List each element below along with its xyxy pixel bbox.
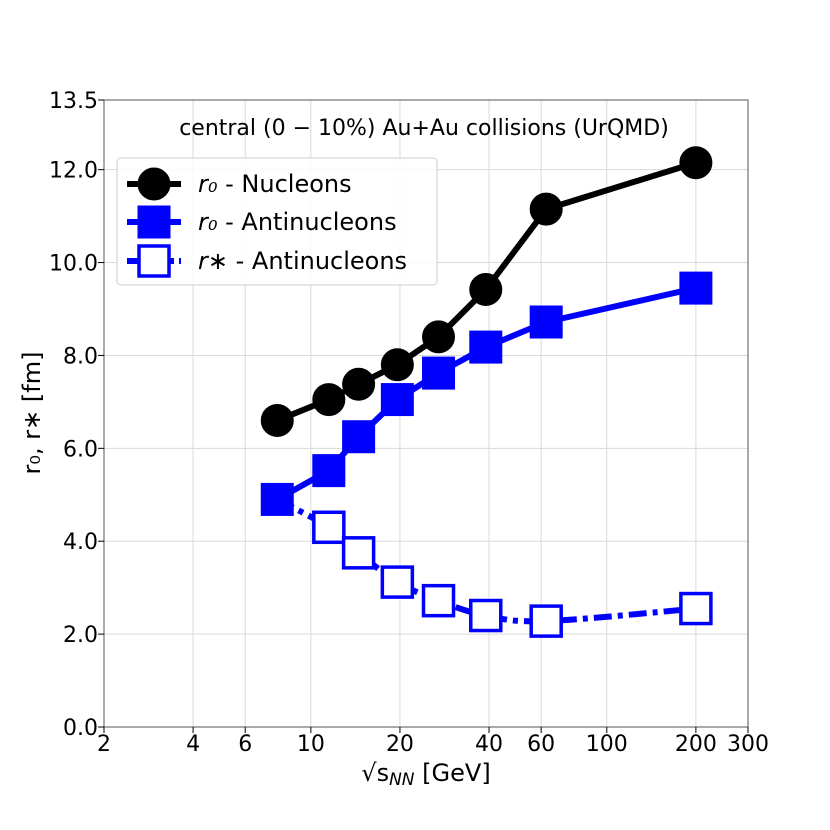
- marker-point: [529, 305, 563, 339]
- legend-entry-3: r∗ - Antinucleons: [127, 244, 407, 278]
- series-3: [275, 496, 713, 638]
- y-tick-label: 2.0: [63, 623, 98, 648]
- marker-point: [469, 330, 503, 364]
- marker-point: [469, 598, 503, 633]
- marker-point: [341, 536, 376, 570]
- marker-point: [380, 565, 415, 599]
- marker-point: [342, 420, 376, 454]
- marker-point: [380, 348, 414, 382]
- y-tick-label: 0.0: [63, 716, 98, 741]
- y-tick-label: 12.0: [49, 159, 98, 184]
- x-tick-label: 40: [475, 732, 503, 757]
- x-tick-label: 4: [186, 732, 200, 757]
- marker-point: [529, 604, 563, 638]
- x-axis: 2 4 6 10 20 40 60 100 200 300: [97, 727, 769, 757]
- x-axis-title-unit: [GeV]: [422, 759, 491, 787]
- x-tick-label: 60: [527, 732, 555, 757]
- marker-legend: [137, 244, 171, 278]
- marker-point: [342, 367, 376, 401]
- legend-symbol: r∗: [198, 247, 228, 275]
- legend-label: r₀ - Nucleons: [198, 170, 352, 198]
- marker-legend: [137, 167, 171, 201]
- series-layer: [260, 146, 713, 638]
- x-axis-title-root: √s: [361, 759, 389, 787]
- x-tick-label: 300: [727, 732, 769, 757]
- marker-point: [679, 271, 713, 305]
- x-tick-label: 200: [675, 732, 717, 757]
- x-tick-label: 100: [586, 732, 628, 757]
- marker-point: [312, 383, 346, 417]
- y-axis: 0.0 2.0 4.0 6.0 8.0 10.0 12.0 13.5: [49, 89, 104, 741]
- marker-point: [469, 272, 503, 306]
- y-tick-label: 8.0: [63, 344, 98, 369]
- legend-text: - Antinucleons: [228, 247, 407, 275]
- legend-text: - Nucleons: [218, 170, 352, 198]
- legend-text: - Antinucleons: [218, 208, 397, 236]
- y-tick-label: 6.0: [63, 437, 98, 462]
- x-axis-title: √sNN [GeV]: [361, 759, 490, 790]
- marker-legend: [137, 205, 171, 239]
- marker-point: [422, 356, 456, 390]
- series-1: [260, 146, 713, 437]
- marker-point: [260, 403, 294, 437]
- marker-point: [380, 383, 414, 417]
- legend-symbol: r₀: [198, 170, 218, 198]
- marker-point: [679, 591, 713, 626]
- legend-entry-1: r₀ - Nucleons: [127, 167, 352, 201]
- x-tick-label: 2: [97, 732, 111, 757]
- marker-point: [529, 192, 563, 226]
- legend-symbol: r₀: [198, 208, 218, 236]
- series-2: [260, 271, 713, 516]
- x-tick-label: 6: [238, 732, 252, 757]
- chart-title: central (0 − 10%) Au+Au collisions (UrQM…: [179, 116, 669, 141]
- legend-label: r∗ - Antinucleons: [198, 247, 407, 275]
- legend-entry-2: r₀ - Antinucleons: [127, 205, 397, 239]
- x-axis-title-subscript: NN: [389, 770, 415, 790]
- y-tick-label: 10.0: [49, 252, 98, 277]
- marker-point: [679, 146, 713, 180]
- x-axis-title-unit-space: [415, 759, 423, 787]
- marker-point: [312, 510, 346, 545]
- x-tick-label: 20: [386, 732, 414, 757]
- legend-label: r₀ - Antinucleons: [198, 208, 397, 236]
- y-tick-label: 4.0: [63, 530, 98, 555]
- marker-point: [312, 454, 346, 488]
- x-tick-label: 10: [297, 732, 325, 757]
- plot-frame: [103, 99, 749, 728]
- y-axis-title: r₀, r∗ [fm]: [18, 352, 46, 475]
- y-tick-label: 13.5: [49, 89, 98, 114]
- legend-frame: [116, 157, 438, 286]
- marker-point: [422, 320, 456, 354]
- marker-point: [421, 583, 456, 618]
